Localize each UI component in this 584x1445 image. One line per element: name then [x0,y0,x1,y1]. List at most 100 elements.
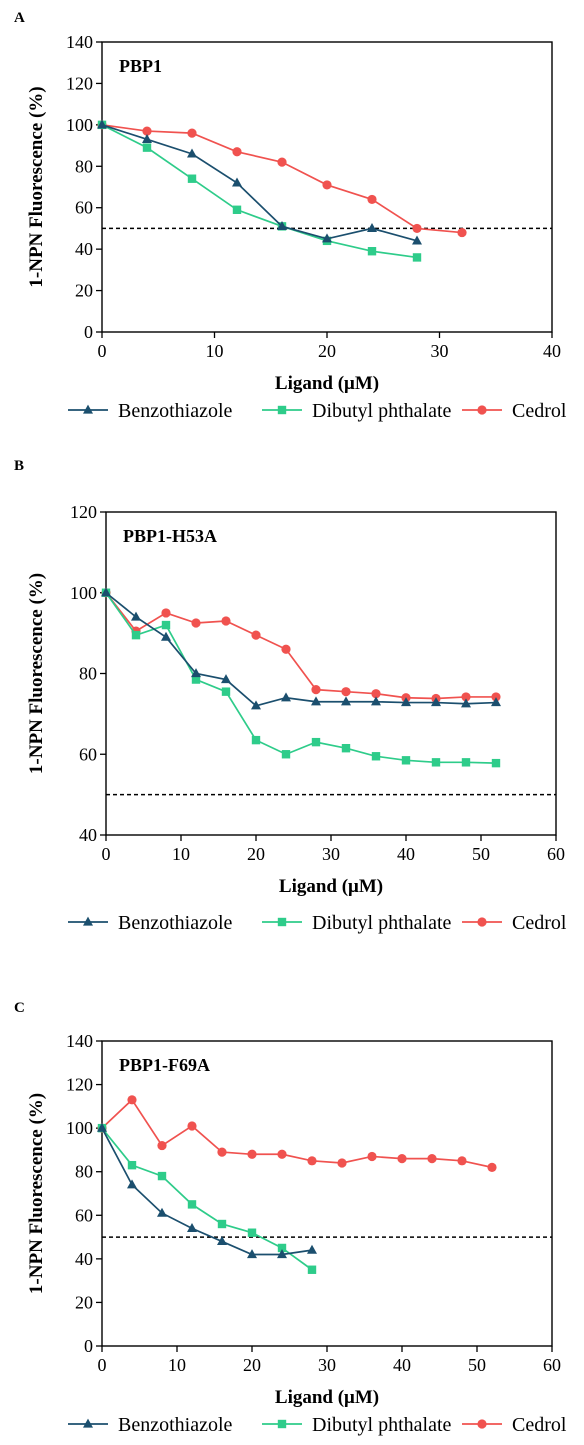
data-point [247,1228,257,1237]
y-tick-label: 100 [66,115,93,135]
legend-marker [277,1419,287,1429]
data-point [487,1162,497,1172]
legend-marker [83,916,93,926]
data-point [142,133,152,143]
series-line [105,592,496,700]
data-point [341,696,351,706]
legend-label: Dibutyl phthalate [312,912,452,934]
x-tick-label: 60 [543,1355,561,1375]
legend-label: Dibutyl phthalate [312,400,452,422]
data-point [277,1249,287,1259]
data-point [277,220,287,230]
legend-item-cedrol: Cedrol [462,1414,567,1436]
data-point [281,692,291,702]
data-point [307,1244,317,1254]
y-tick-label: 40 [75,1249,93,1269]
data-point [161,608,171,618]
legend-marker [83,404,93,414]
x-tick-label: 50 [472,844,490,864]
legend-item-dibutyl-phthalate: Dibutyl phthalate [262,912,452,934]
legend-item-dibutyl-phthalate: Dibutyl phthalate [262,1414,452,1436]
data-point [157,1207,167,1217]
y-tick-label: 140 [66,32,93,52]
data-point [367,1151,377,1162]
data-point [157,1171,167,1181]
data-point [187,1121,197,1131]
data-point [187,148,197,158]
plot-frame [101,1040,553,1347]
data-point [367,223,377,233]
x-tick-label: 10 [168,1355,186,1375]
y-tick-label: 120 [70,502,97,522]
data-point [232,205,242,214]
data-point [371,752,381,761]
data-point [232,147,242,157]
y-tick-label: 80 [75,1162,93,1182]
data-point [247,1149,257,1159]
panel-letter: A [14,10,25,26]
series-line [105,592,497,764]
panel-letter: B [14,458,24,474]
series-benzothiazole [101,587,501,710]
legend-item-dibutyl-phthalate: Dibutyl phthalate [262,400,452,422]
legend-label: Benzothiazole [118,912,233,934]
data-point [341,687,351,697]
series-line [101,1127,313,1256]
data-point [281,750,291,759]
legend-item-benzothiazole: Benzothiazole [68,400,233,422]
data-point [341,743,351,753]
series-dibutyl-phthalate [97,1123,317,1274]
data-point [491,758,501,768]
data-point [322,180,332,190]
x-tick-label: 0 [98,1355,107,1375]
series-line [101,1127,313,1271]
data-point [97,1122,107,1132]
data-point [277,1243,287,1253]
data-point [461,692,471,702]
x-tick-label: 20 [243,1355,261,1375]
data-point [371,689,381,699]
y-tick-label: 20 [75,281,93,301]
data-point [401,697,411,707]
legend-label: Cedrol [512,1414,567,1436]
data-point [367,247,377,256]
x-tick-label: 10 [172,844,190,864]
y-tick-label: 60 [75,1205,93,1225]
x-tick-label: 40 [543,341,561,361]
series-line [101,1098,493,1169]
series-benzothiazole [97,119,422,245]
data-point [221,616,231,626]
x-tick-label: 50 [468,1355,486,1375]
data-point [142,143,152,152]
data-point [131,611,141,621]
data-point [431,697,441,707]
y-tick-label: 80 [79,664,97,684]
series-line [101,124,418,242]
data-point [367,194,377,205]
legend-label: Cedrol [512,912,567,934]
data-point [161,631,171,641]
x-tick-label: 0 [102,844,111,864]
data-point [232,177,242,187]
y-tick-label: 0 [84,1336,93,1356]
data-point [412,223,422,234]
data-point [412,235,422,245]
x-axis-title: Ligand (μM) [279,876,383,897]
data-point [337,1158,347,1168]
y-tick-label: 40 [79,825,97,845]
y-tick-label: 0 [84,322,93,342]
series-line [101,124,418,259]
y-tick-label: 40 [75,239,93,259]
data-point [97,119,107,129]
legend-marker [83,1418,93,1428]
legend-marker [477,405,487,415]
data-point [461,758,471,767]
legend-item-cedrol: Cedrol [462,400,567,422]
chart-panel-a: A 0 20 40 60 80 100 120 140 0 10 20 30 40 Ligand (μM) 1… [14,10,567,422]
y-axis-title: 1-NPN Fluorescence (%) [26,86,47,287]
data-point [457,1156,467,1166]
data-point [322,233,332,243]
data-point [187,1222,197,1232]
y-tick-label: 120 [66,73,93,93]
